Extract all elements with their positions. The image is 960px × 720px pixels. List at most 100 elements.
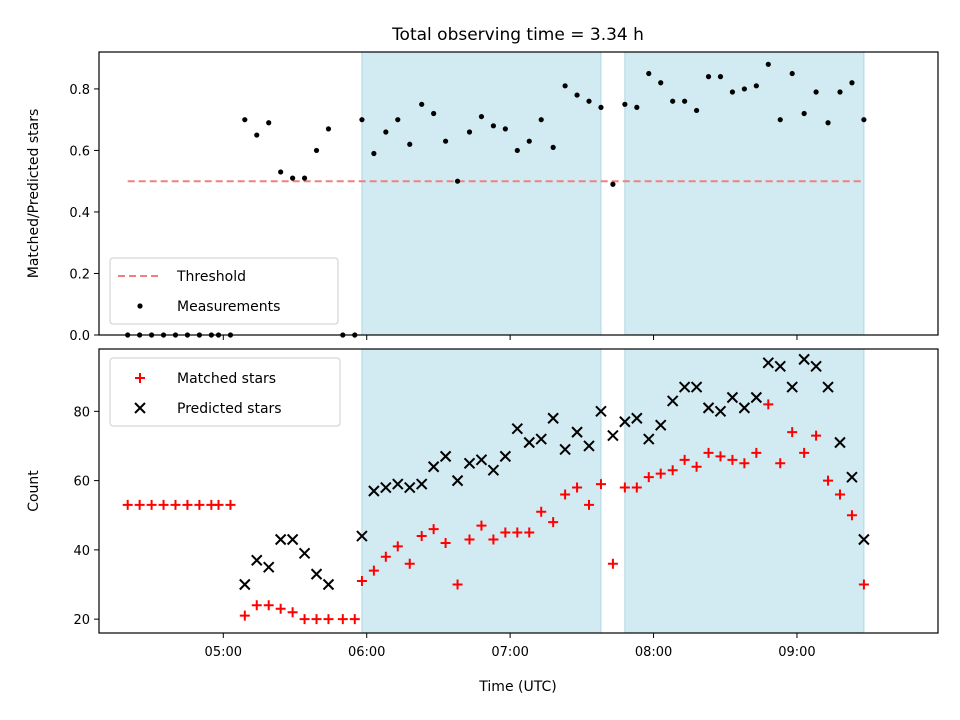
matched-star-point bbox=[500, 527, 511, 538]
y-tick-label: 40 bbox=[73, 544, 90, 559]
matched-star-point bbox=[512, 527, 523, 538]
matched-star-point bbox=[739, 458, 750, 469]
predicted-star-point bbox=[559, 443, 571, 456]
matched-star-point bbox=[799, 447, 810, 458]
matched-star-point bbox=[122, 499, 133, 510]
predicted-star-point bbox=[547, 412, 559, 424]
predicted-star-point bbox=[810, 360, 822, 373]
matched-star-point bbox=[607, 558, 618, 569]
matched-star-point bbox=[225, 499, 236, 510]
legend-measurement-swatch bbox=[137, 303, 143, 309]
predicted-star-point bbox=[263, 561, 275, 573]
predicted-star-point bbox=[690, 381, 703, 393]
predicted-star-point bbox=[463, 457, 476, 470]
matched-star-point bbox=[811, 430, 822, 441]
x-tick-label: 09:00 bbox=[778, 645, 815, 660]
matched-star-point bbox=[251, 600, 262, 611]
predicted-star-point bbox=[427, 461, 440, 473]
measurement-point bbox=[514, 147, 520, 154]
matched-star-point bbox=[751, 447, 762, 458]
predicted-star-point bbox=[714, 405, 727, 418]
y-tick-label: 0.8 bbox=[69, 83, 90, 98]
bottom-panel: 20 40 60 80 05:00 06:00 07:00 08:00 09:00 Count Ma… bbox=[26, 348, 939, 660]
measurement-point bbox=[407, 141, 413, 147]
predicted-star-point bbox=[322, 578, 335, 591]
predicted-star-point bbox=[595, 405, 607, 418]
matched-star-point bbox=[170, 499, 181, 510]
measurement-point bbox=[765, 61, 771, 67]
measurement-point bbox=[290, 175, 296, 181]
measurement-point bbox=[693, 107, 700, 114]
matched-star-point bbox=[858, 579, 869, 590]
predicted-star-point bbox=[678, 381, 691, 393]
x-axis-label: Time (UTC) bbox=[478, 679, 556, 695]
predicted-star-point bbox=[666, 395, 679, 407]
matched-star-point bbox=[368, 565, 379, 576]
measurement-point bbox=[813, 89, 819, 95]
matched-star-point bbox=[213, 499, 224, 510]
measurement-point bbox=[753, 83, 759, 89]
x-tick-label: 07:00 bbox=[491, 645, 528, 660]
predicted-star-point bbox=[702, 402, 715, 414]
predicted-star-point bbox=[583, 440, 595, 452]
predicted-star-point bbox=[356, 530, 368, 542]
legend-label: Predicted stars bbox=[177, 401, 282, 417]
measurement-point bbox=[325, 126, 332, 132]
plot-frame bbox=[98, 51, 939, 336]
matched-star-point bbox=[715, 451, 726, 462]
legend-predicted-swatch bbox=[134, 402, 146, 414]
y-tick-label: 20 bbox=[73, 613, 90, 628]
matched-star-point bbox=[337, 614, 348, 625]
matched-star-point bbox=[416, 531, 427, 542]
measurement-point bbox=[278, 169, 284, 175]
predicted-star-point bbox=[643, 433, 655, 445]
y-tick-label: 0.0 bbox=[69, 329, 90, 344]
top-panel: 0.0 0.2 0.4 0.6 0.8 Matched/Predicted stars Th… bbox=[26, 51, 939, 344]
matched-star-point bbox=[655, 468, 666, 479]
measurement-point bbox=[825, 120, 831, 126]
matched-star-point bbox=[428, 524, 439, 535]
observing-window bbox=[361, 51, 602, 336]
predicted-star-point bbox=[298, 547, 311, 560]
predicted-star-point bbox=[834, 436, 846, 449]
predicted-star-point bbox=[239, 578, 251, 591]
x-tick-label: 05:00 bbox=[205, 645, 242, 660]
measurement-point bbox=[729, 89, 736, 95]
measurement-point bbox=[466, 129, 473, 135]
measurement-point bbox=[419, 101, 425, 107]
measurement-point bbox=[301, 175, 308, 181]
predicted-star-point bbox=[368, 485, 380, 497]
observing-window bbox=[361, 348, 602, 634]
measurement-point bbox=[717, 74, 724, 80]
matched-star-point bbox=[560, 489, 571, 500]
matched-star-point bbox=[846, 510, 857, 521]
legend-label: Measurements bbox=[177, 299, 280, 315]
matched-star-point bbox=[584, 499, 595, 510]
y-axis-label: Count bbox=[26, 470, 42, 512]
y-tick-label: 0.4 bbox=[69, 206, 90, 221]
measurement-point bbox=[442, 138, 449, 144]
matched-star-point bbox=[727, 454, 738, 465]
matched-star-point bbox=[787, 427, 798, 438]
predicted-star-point bbox=[415, 478, 428, 490]
matched-star-point bbox=[287, 607, 298, 618]
measurement-point bbox=[598, 104, 604, 110]
matched-star-point bbox=[452, 579, 463, 590]
matched-star-point bbox=[691, 461, 702, 472]
matched-star-point bbox=[380, 551, 391, 562]
predicted-star-point bbox=[499, 450, 512, 463]
matched-star-point bbox=[146, 499, 157, 510]
predicted-star-point bbox=[750, 391, 763, 404]
matched-star-point bbox=[323, 614, 334, 625]
matched-star-point bbox=[703, 447, 714, 458]
measurement-point bbox=[538, 117, 544, 123]
legend-box bbox=[109, 357, 341, 427]
matched-star-point bbox=[834, 489, 845, 500]
matched-star-point bbox=[572, 482, 583, 493]
x-tick-label: 06:00 bbox=[348, 645, 385, 660]
matched-star-point bbox=[775, 458, 786, 469]
measurement-point bbox=[670, 98, 676, 104]
measurement-point bbox=[454, 178, 461, 184]
predicted-star-point bbox=[631, 412, 643, 424]
